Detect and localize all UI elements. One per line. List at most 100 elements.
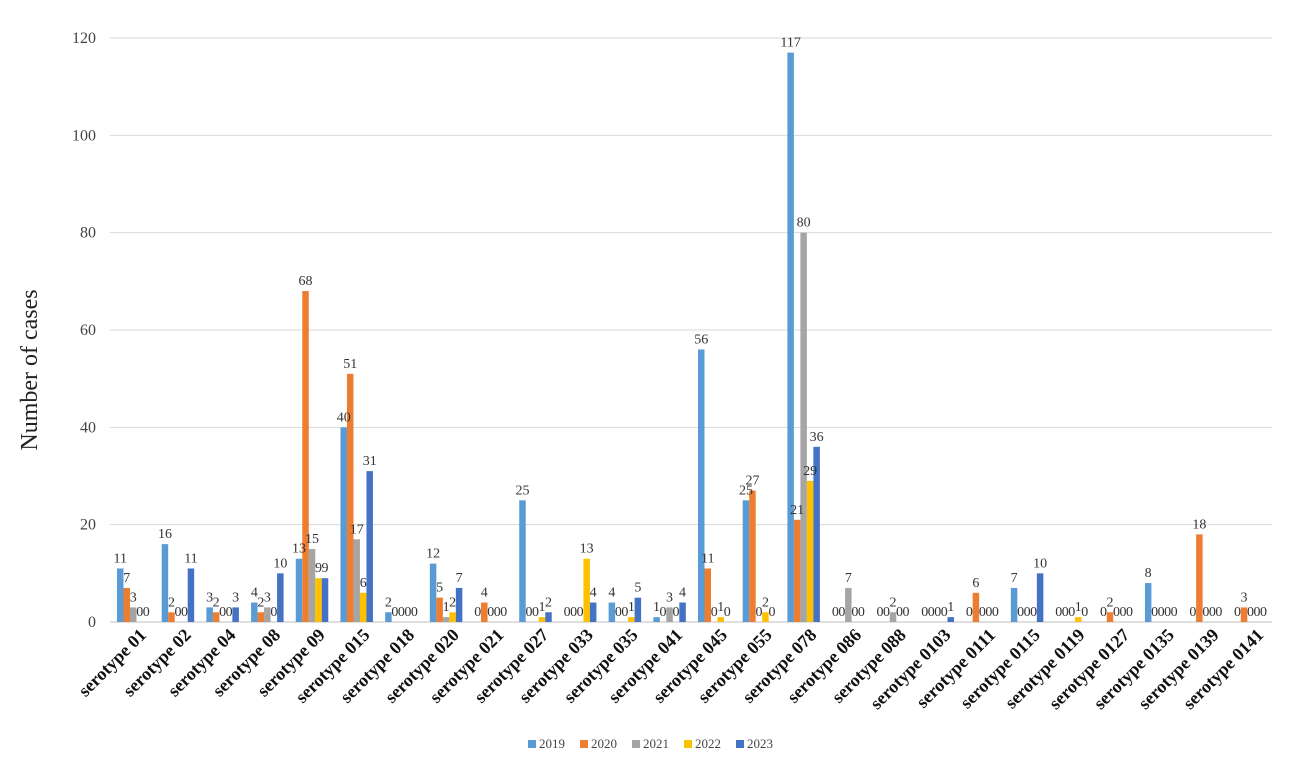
bar-2023	[1036, 573, 1044, 622]
bar-2023	[455, 587, 463, 622]
data-label: 10	[273, 556, 287, 571]
bar-2020	[749, 490, 756, 622]
legend-label-2019: 2019	[539, 736, 565, 751]
data-label: 0	[391, 605, 398, 620]
bar-2021	[264, 607, 271, 622]
data-label: 0	[985, 605, 992, 620]
bar-2019	[742, 500, 750, 622]
bar-2022	[449, 612, 456, 622]
data-label: 0	[877, 605, 884, 620]
data-label: 4	[590, 586, 597, 601]
bar-2023	[232, 607, 239, 622]
data-label: 0	[838, 605, 845, 620]
data-label: 11	[701, 551, 714, 566]
data-label: 51	[343, 357, 357, 372]
data-label: 0	[621, 605, 628, 620]
data-label: 0	[1024, 605, 1031, 620]
bar-2019	[1144, 583, 1152, 622]
data-label: 3	[1241, 590, 1248, 605]
data-label: 1	[947, 600, 954, 615]
data-label: 2	[890, 595, 897, 610]
data-label: 0	[1068, 605, 1075, 620]
data-label: 0	[136, 605, 143, 620]
data-label: 0	[1100, 605, 1107, 620]
bar-2020	[212, 612, 220, 622]
data-label: 0	[1055, 605, 1062, 620]
bar-2019	[698, 349, 705, 622]
data-label: 6	[360, 576, 367, 591]
bar-2023	[589, 602, 597, 622]
bar-2021	[442, 617, 450, 622]
bar-2019	[385, 612, 392, 622]
legend: 2019 2020 2021 2022 2023	[528, 736, 773, 751]
bar-2022	[1075, 617, 1082, 622]
legend-label-2023: 2023	[747, 736, 773, 751]
bar-2022	[538, 617, 546, 622]
bar-2020	[168, 612, 175, 622]
data-label: 0	[143, 605, 150, 620]
bar-2023	[545, 612, 552, 622]
legend-swatch-2020	[580, 740, 588, 748]
data-label: 25	[739, 483, 753, 498]
data-label: 4	[679, 586, 686, 601]
bar-2021	[353, 539, 360, 622]
bar-2020	[302, 291, 309, 622]
bar-2019	[206, 607, 213, 622]
data-label: 0	[1247, 605, 1254, 620]
bar-2021	[845, 587, 852, 622]
legend-label-2022: 2022	[695, 736, 721, 751]
data-label: 0	[934, 605, 941, 620]
data-label: 18	[1192, 517, 1206, 532]
bar-2019	[117, 568, 124, 622]
data-label: 17	[350, 522, 364, 537]
data-label: 4	[481, 586, 488, 601]
gridlines	[110, 37, 1272, 623]
legend-swatch-2022	[684, 740, 692, 748]
bar-2020	[123, 587, 130, 622]
data-label: 0	[1202, 605, 1209, 620]
y-tick-label: 60	[80, 322, 96, 339]
bar-2019	[608, 602, 616, 622]
data-label: 0	[903, 605, 910, 620]
data-label: 0	[851, 605, 858, 620]
data-label: 68	[299, 274, 313, 289]
y-tick-label: 20	[80, 517, 96, 534]
data-label: 0	[724, 605, 731, 620]
data-label: 80	[797, 216, 811, 231]
bar-2023	[813, 446, 820, 622]
data-label: 3	[232, 590, 239, 605]
data-label: 0	[570, 605, 577, 620]
data-label: 11	[184, 551, 197, 566]
data-label: 0	[1017, 605, 1024, 620]
y-tick-label: 40	[80, 419, 96, 436]
bar-2023	[634, 597, 642, 622]
data-label: 0	[1171, 605, 1178, 620]
data-label: 13	[580, 542, 594, 557]
data-label: 0	[992, 605, 999, 620]
data-label: 0	[532, 605, 539, 620]
data-label: 0	[1113, 605, 1120, 620]
data-label: 0	[494, 605, 501, 620]
bar-2023	[277, 573, 284, 622]
bar-2019	[429, 563, 437, 622]
legend-swatch-2019	[528, 740, 536, 748]
bar-2021	[130, 607, 137, 622]
data-label: 0	[966, 605, 973, 620]
data-label: 117	[780, 36, 800, 51]
data-label: 29	[803, 464, 817, 479]
data-label: 2	[545, 595, 552, 610]
data-label: 0	[660, 605, 667, 620]
data-label: 1	[653, 600, 660, 615]
data-label: 9	[315, 561, 322, 576]
data-label: 0	[474, 605, 481, 620]
bar-2019	[1010, 587, 1018, 622]
data-label: 0	[1234, 605, 1241, 620]
data-label: 0	[411, 605, 418, 620]
data-label: 0	[615, 605, 622, 620]
data-label: 0	[270, 605, 277, 620]
bar-2019	[519, 500, 526, 622]
bars	[117, 52, 1248, 623]
data-label: 9	[322, 561, 329, 576]
data-label: 2	[762, 595, 769, 610]
